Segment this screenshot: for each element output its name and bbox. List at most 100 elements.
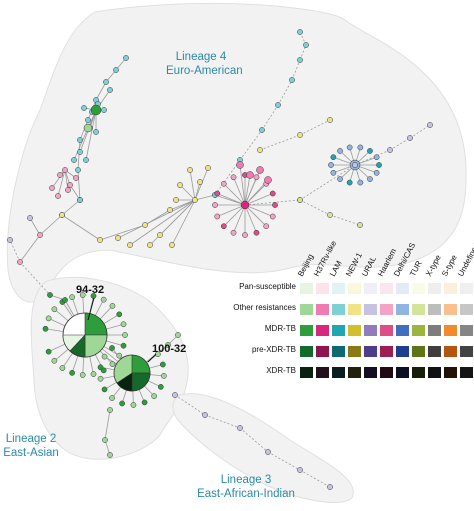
network-node xyxy=(100,296,107,303)
network-edge xyxy=(171,199,196,246)
network-edge xyxy=(179,184,196,201)
network-node xyxy=(120,342,127,349)
legend-swatch xyxy=(316,304,329,315)
network-edge xyxy=(104,409,111,441)
legend-swatch xyxy=(428,346,441,357)
network-node xyxy=(51,306,58,313)
network-node xyxy=(79,372,86,378)
network-edge xyxy=(244,193,273,206)
network-edge xyxy=(19,261,51,296)
network-node xyxy=(109,395,115,401)
network-node xyxy=(101,353,108,360)
legend-swatch xyxy=(460,346,473,357)
network-edge xyxy=(217,204,246,217)
network-edge xyxy=(223,204,246,227)
network-node xyxy=(328,162,334,168)
legend-swatch xyxy=(460,304,473,315)
network-node xyxy=(116,311,123,318)
network-node xyxy=(45,315,52,322)
network-edge xyxy=(194,194,216,201)
legend-swatch xyxy=(444,304,457,315)
cluster-label-100-32: 100-32 xyxy=(152,343,187,355)
network-node xyxy=(157,384,164,390)
legend-column-label: X-type xyxy=(424,253,443,278)
network-node xyxy=(337,176,343,182)
network-node xyxy=(205,165,211,171)
legend-swatch xyxy=(460,325,473,336)
network-node xyxy=(109,361,116,367)
lineage-3-sub: East-African-Indian xyxy=(197,488,295,500)
network-node xyxy=(297,29,303,35)
network-edge xyxy=(57,169,66,197)
network-edge xyxy=(299,469,331,488)
network-node xyxy=(77,197,83,203)
network-node xyxy=(161,373,167,379)
network-node xyxy=(122,332,128,338)
legend-swatch xyxy=(348,283,361,294)
network-node xyxy=(103,79,109,85)
legend-swatch xyxy=(316,283,329,294)
network-node xyxy=(202,412,208,418)
lineage-2-sub: East-Asian xyxy=(3,447,59,459)
legend-swatch xyxy=(300,304,313,315)
network-node xyxy=(257,147,263,153)
legend-swatch xyxy=(396,283,409,294)
lineage-2-label: Lineage 2 East-Asian xyxy=(0,432,62,460)
network-node xyxy=(97,364,104,371)
network-edge xyxy=(217,193,246,206)
legend-swatch xyxy=(300,346,313,357)
network-node xyxy=(65,187,71,193)
network-edge xyxy=(77,169,81,201)
network-node xyxy=(297,197,303,203)
legend-swatch xyxy=(380,346,393,357)
lineage-3-label: Lineage 3 East-African-Indian xyxy=(186,473,306,501)
network-node xyxy=(81,105,87,111)
legend-row-label: Pan-susceptible xyxy=(239,282,296,291)
network-node xyxy=(77,149,83,155)
network-edge xyxy=(244,174,251,206)
network-edge xyxy=(299,119,331,136)
legend-column-label: URAL xyxy=(360,254,379,278)
network-edge xyxy=(233,177,246,206)
network-node xyxy=(85,117,91,123)
network-node xyxy=(357,222,363,228)
legend-swatch xyxy=(396,304,409,315)
legend-swatch xyxy=(332,283,345,294)
network-edge xyxy=(244,204,273,217)
legend-swatch xyxy=(396,346,409,357)
network-node xyxy=(79,292,86,298)
network-node xyxy=(27,215,33,221)
legend-swatch xyxy=(380,367,393,378)
network-node xyxy=(101,386,108,393)
network-node xyxy=(172,392,178,398)
legend-swatch xyxy=(316,367,329,378)
network-node xyxy=(297,467,303,473)
network-node xyxy=(97,375,104,382)
legend-swatch xyxy=(364,283,377,294)
legend-swatch xyxy=(348,367,361,378)
legend-swatch xyxy=(348,346,361,357)
legend-swatch xyxy=(428,325,441,336)
network-edge xyxy=(99,224,146,241)
network-node xyxy=(220,180,227,187)
network-node xyxy=(62,167,68,173)
network-node xyxy=(373,169,380,176)
network-edge xyxy=(233,204,246,233)
network-node xyxy=(197,179,203,185)
network-edge xyxy=(277,79,293,106)
network-node xyxy=(7,237,13,243)
cluster-label-94-32: 94-32 xyxy=(76,284,105,296)
network-node xyxy=(373,154,380,161)
network-node xyxy=(220,223,227,230)
network-node xyxy=(327,212,333,218)
network-node xyxy=(83,157,89,163)
network-node xyxy=(327,484,333,490)
network-edge xyxy=(64,169,69,191)
legend: Beijing H37Rv-like LAM NEW-1 URAL Haarlem Delh… xyxy=(233,239,474,393)
lineage-4-name: Lineage 4 xyxy=(175,51,227,63)
network-node xyxy=(167,207,173,213)
legend-swatch xyxy=(396,325,409,336)
network-node xyxy=(303,42,309,48)
network-node xyxy=(269,213,276,220)
network-edge xyxy=(61,214,101,241)
